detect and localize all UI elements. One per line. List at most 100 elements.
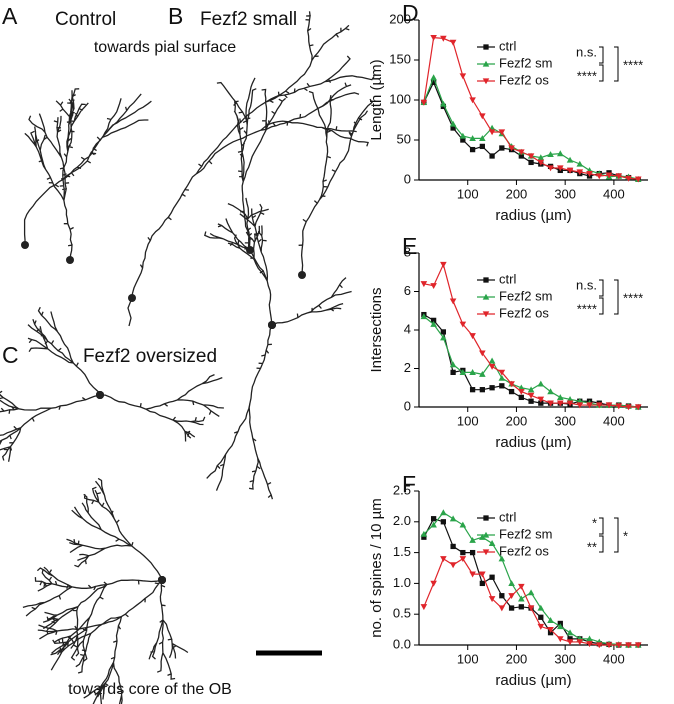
legend-label: ctrl xyxy=(499,38,516,53)
marker xyxy=(567,636,573,642)
panel-label: F xyxy=(402,471,416,497)
x-tick-label: 200 xyxy=(506,186,528,201)
marker xyxy=(469,97,476,104)
marker xyxy=(488,596,496,603)
marker xyxy=(625,175,632,182)
soma xyxy=(96,391,104,399)
marker xyxy=(440,519,447,525)
marker xyxy=(527,392,535,399)
marker xyxy=(527,386,535,393)
legend-marker xyxy=(482,311,490,318)
y-tick-label: 2.0 xyxy=(393,513,411,528)
marker xyxy=(430,521,437,528)
panel-caption: Control xyxy=(55,9,116,30)
marker xyxy=(547,400,554,407)
marker xyxy=(440,556,447,563)
marker xyxy=(488,540,496,546)
y-tick-label: 0.5 xyxy=(393,606,411,621)
x-tick-label: 400 xyxy=(603,413,625,428)
marker xyxy=(556,636,564,643)
series-line xyxy=(423,262,639,408)
marker xyxy=(459,556,467,563)
x-tick-label: 300 xyxy=(554,651,576,666)
marker xyxy=(508,605,515,611)
marker xyxy=(518,583,525,590)
marker xyxy=(566,629,574,636)
y-tick-label: 4 xyxy=(404,321,411,336)
marker xyxy=(460,137,466,143)
significance-label: * xyxy=(592,515,597,530)
marker xyxy=(586,402,593,409)
marker xyxy=(420,313,428,320)
marker xyxy=(518,595,525,602)
x-axis-label: radius (µm) xyxy=(495,207,571,224)
marker xyxy=(508,145,515,152)
significance-label: n.s. xyxy=(576,277,597,292)
marker xyxy=(459,521,467,528)
marker xyxy=(566,396,574,402)
marker xyxy=(556,394,564,401)
marker xyxy=(625,642,632,649)
significance-label: ** xyxy=(587,539,597,554)
marker xyxy=(430,580,437,587)
significance-bracket xyxy=(599,535,604,553)
marker xyxy=(430,283,437,290)
y-tick-label: 0 xyxy=(404,171,411,186)
y-tick-label: 1.5 xyxy=(393,544,411,559)
marker xyxy=(421,534,427,540)
marker xyxy=(420,99,428,106)
marker xyxy=(489,153,495,159)
soma xyxy=(66,256,74,264)
axon xyxy=(127,297,133,327)
marker xyxy=(615,642,623,649)
neuron xyxy=(27,306,101,396)
marker xyxy=(469,135,476,142)
marker xyxy=(459,369,467,375)
significance-bracket xyxy=(599,46,604,64)
marker xyxy=(488,363,496,370)
legend-label: Fezf2 os xyxy=(499,305,549,320)
marker xyxy=(440,35,447,42)
marker xyxy=(595,402,603,409)
panel-caption: Fezf2 small xyxy=(200,9,297,30)
legend-label: Fezf2 os xyxy=(499,543,549,558)
marker xyxy=(527,589,535,596)
orientation-label: towards core of the OB xyxy=(68,681,232,698)
legend-label: Fezf2 os xyxy=(499,72,549,87)
marker xyxy=(450,125,456,131)
marker xyxy=(449,515,457,522)
marker xyxy=(556,623,564,630)
significance-bracket xyxy=(599,279,604,297)
significance-bracket xyxy=(599,64,604,82)
marker xyxy=(450,369,456,375)
neuron xyxy=(298,90,373,276)
marker xyxy=(459,321,467,328)
marker xyxy=(566,400,574,407)
marker xyxy=(420,604,428,611)
x-tick-label: 100 xyxy=(457,651,479,666)
marker xyxy=(576,397,584,404)
marker xyxy=(518,149,525,156)
marker xyxy=(440,100,447,107)
marker xyxy=(420,281,428,288)
y-tick-label: 200 xyxy=(389,11,411,26)
marker xyxy=(508,388,515,395)
marker xyxy=(518,604,524,610)
significance-label: n.s. xyxy=(576,44,597,59)
significance-bracket xyxy=(599,297,604,315)
marker xyxy=(498,129,506,136)
significance-label: **** xyxy=(577,68,597,83)
soma xyxy=(158,576,166,584)
marker xyxy=(595,173,603,180)
marker xyxy=(566,639,574,646)
marker xyxy=(469,369,476,375)
x-tick-label: 200 xyxy=(506,413,528,428)
marker xyxy=(479,387,485,393)
marker xyxy=(459,73,467,80)
marker xyxy=(440,261,447,268)
legend-marker xyxy=(482,78,490,85)
neuron xyxy=(0,390,101,462)
y-tick-label: 0.0 xyxy=(393,636,411,651)
legend-marker xyxy=(482,60,490,67)
